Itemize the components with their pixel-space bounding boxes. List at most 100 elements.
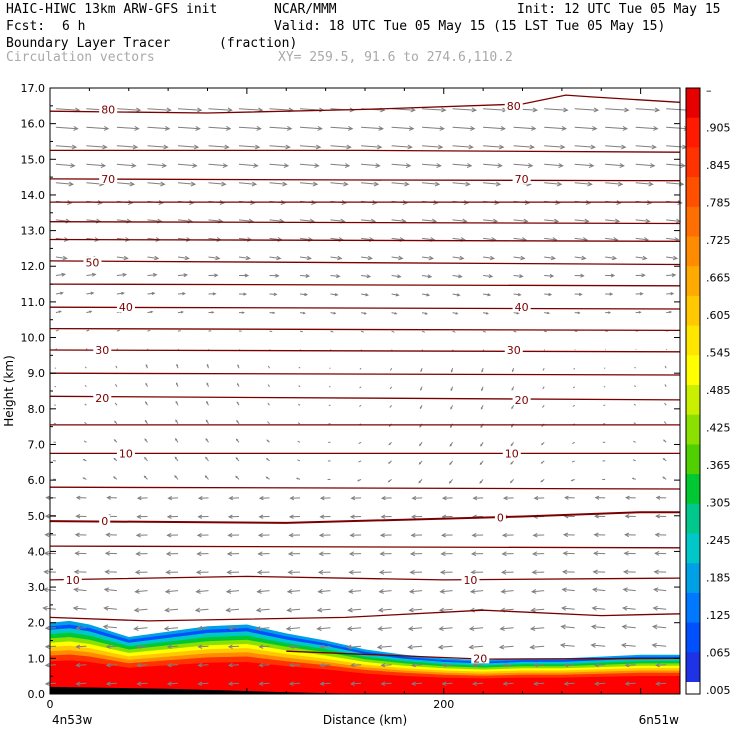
vector-arrowhead bbox=[75, 644, 81, 649]
vector-arrowhead bbox=[136, 514, 142, 519]
contour-label: 20 bbox=[473, 652, 487, 665]
circulation-vector bbox=[633, 422, 636, 425]
contour-label: 40 bbox=[515, 301, 529, 314]
vector-arrowhead bbox=[590, 144, 596, 150]
circulation-vector bbox=[666, 145, 687, 148]
circulation-vector bbox=[238, 163, 258, 167]
circulation-vector bbox=[391, 126, 414, 130]
circulation-vector bbox=[73, 607, 87, 610]
vector-arrowhead bbox=[450, 425, 453, 429]
field-units: (fraction) bbox=[219, 36, 298, 51]
vector-arrowhead bbox=[624, 514, 630, 519]
contour-label-bg bbox=[502, 447, 521, 459]
circulation-vector bbox=[513, 237, 527, 241]
circulation-vector bbox=[297, 422, 301, 425]
vector-arrowhead bbox=[502, 662, 508, 668]
contour-label: 70 bbox=[515, 173, 529, 186]
vector-arrowhead bbox=[317, 125, 323, 131]
vector-arrowhead bbox=[466, 163, 473, 168]
circulation-vector bbox=[351, 664, 362, 666]
vector-arrowhead bbox=[669, 310, 673, 314]
vector-arrowhead bbox=[225, 588, 232, 594]
colorbar-swatch bbox=[686, 177, 700, 208]
org-label: NCAR/MMM bbox=[274, 2, 337, 17]
circulation-vector bbox=[391, 145, 412, 148]
vector-arrowhead bbox=[205, 437, 208, 441]
vector-arrowhead bbox=[73, 587, 79, 593]
colorbar-swatch bbox=[686, 88, 700, 119]
circulation-vector bbox=[422, 163, 441, 167]
vector-arrowhead bbox=[211, 311, 215, 314]
vector-arrowhead bbox=[398, 255, 404, 261]
temperature-contour bbox=[49, 372, 681, 376]
circulation-vector bbox=[238, 145, 260, 148]
vector-arrowhead bbox=[288, 532, 294, 538]
vector-arrowhead bbox=[622, 569, 629, 575]
circulation-vector bbox=[544, 237, 557, 241]
vector-arrowhead bbox=[411, 496, 417, 501]
contour-label-bg bbox=[93, 344, 112, 356]
vector-arrowhead bbox=[456, 293, 461, 297]
circulation-vector bbox=[473, 664, 484, 666]
vector-arrowhead bbox=[563, 681, 569, 686]
vector-arrowhead bbox=[563, 662, 569, 668]
y-tick-label: 17.0 bbox=[21, 82, 46, 95]
vector-arrowhead bbox=[134, 588, 140, 594]
circulation-vector bbox=[503, 664, 514, 666]
circulation-vector bbox=[208, 256, 220, 259]
contour-label: 10 bbox=[119, 447, 133, 460]
vector-arrowhead bbox=[655, 662, 660, 668]
vector-arrowhead bbox=[558, 163, 564, 168]
contour-label: 20 bbox=[95, 392, 109, 405]
circulation-vector bbox=[390, 367, 393, 371]
vector-arrowhead bbox=[90, 291, 95, 295]
model-title: HAIC-HIWC 13km ARW-GFS init bbox=[6, 2, 218, 17]
circulation-vector bbox=[482, 349, 485, 351]
circulation-vector bbox=[452, 330, 456, 333]
circulation-vector bbox=[500, 608, 514, 611]
vector-arrowhead bbox=[346, 144, 352, 150]
circulation-vector bbox=[267, 365, 270, 369]
circulation-vector bbox=[76, 645, 87, 648]
vector-arrowhead bbox=[564, 495, 569, 500]
vector-arrowhead bbox=[197, 662, 203, 668]
vector-arrowhead bbox=[266, 439, 269, 442]
circulation-vector bbox=[76, 627, 87, 629]
vector-arrowhead bbox=[611, 255, 618, 261]
circulation-vector bbox=[55, 182, 73, 185]
vector-arrowhead bbox=[577, 311, 581, 315]
vector-arrowhead bbox=[319, 662, 325, 668]
vector-arrowhead bbox=[511, 406, 514, 410]
circulation-vector bbox=[377, 645, 392, 648]
vector-arrowhead bbox=[43, 550, 50, 556]
vector-arrowhead bbox=[105, 532, 111, 538]
vector-arrowhead bbox=[133, 626, 139, 631]
vector-arrowhead bbox=[227, 681, 233, 686]
vector-arrowhead bbox=[439, 569, 446, 575]
circulation-vector bbox=[299, 219, 314, 222]
vector-arrowhead bbox=[470, 125, 476, 131]
circulation-vector bbox=[513, 163, 533, 167]
contour-label-bg bbox=[99, 515, 111, 527]
vector-arrowhead bbox=[227, 625, 233, 631]
circulation-vector bbox=[595, 682, 606, 685]
circulation-vector bbox=[147, 274, 157, 276]
vector-arrowhead bbox=[286, 588, 293, 594]
circulation-vector bbox=[76, 664, 87, 666]
y-tick-label: 2.0 bbox=[28, 617, 46, 630]
xy-coordinates: XY= 259.5, 91.6 to 274.6,110.2 bbox=[278, 50, 513, 65]
circulation-vector bbox=[330, 126, 353, 130]
vector-arrowhead bbox=[350, 496, 356, 501]
circulation-vector bbox=[330, 275, 340, 277]
circulation-vector bbox=[562, 607, 575, 610]
circulation-vector bbox=[442, 682, 453, 685]
vector-arrowhead bbox=[251, 181, 258, 187]
circulation-vector bbox=[360, 330, 364, 333]
circulation-vector bbox=[452, 275, 462, 278]
circulation-vector bbox=[544, 182, 562, 185]
circulation-vector bbox=[544, 275, 554, 277]
vector-arrowhead bbox=[184, 255, 190, 261]
circulation-vector bbox=[513, 293, 521, 296]
circulation-vector bbox=[422, 256, 433, 259]
circulation-vector bbox=[633, 440, 636, 443]
